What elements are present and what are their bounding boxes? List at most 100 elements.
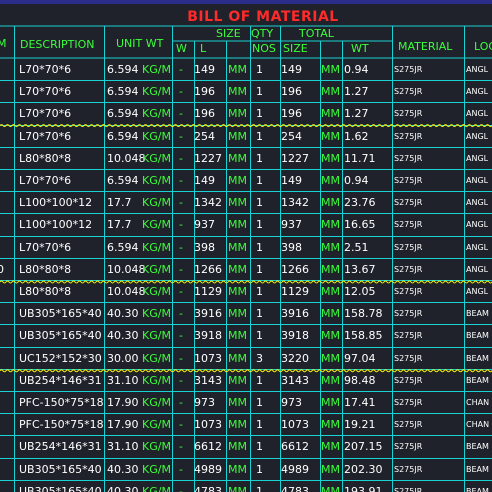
row-description: L80*80*8: [19, 152, 72, 165]
row-quantity: 1: [256, 329, 263, 342]
row-location: BEAM: [466, 487, 489, 492]
row-material: S275JR: [394, 87, 423, 96]
row-length-unit: MM: [228, 107, 247, 120]
row-quantity: 1: [256, 307, 263, 320]
row-length: 1073: [194, 352, 222, 365]
row-total-size: 3220: [281, 352, 309, 365]
row-length: 973: [194, 396, 215, 409]
row-description: L70*70*6: [19, 63, 72, 76]
row-quantity: 1: [256, 374, 263, 387]
row-location: BEAM: [466, 354, 489, 363]
row-length-unit: MM: [228, 352, 247, 365]
row-unit-weight: 40.30: [107, 463, 139, 476]
row-quantity: 1: [256, 463, 263, 476]
row-width: -: [179, 85, 183, 98]
row-total-size: 3916: [281, 307, 309, 320]
row-unit-label: KG/M: [142, 85, 171, 98]
row-total-size-unit: MM: [321, 241, 340, 254]
row-location: BEAM: [466, 376, 489, 385]
header-total-top: TOTAL: [299, 27, 334, 40]
row-unit-label: KG/M: [142, 307, 171, 320]
row-width: -: [179, 174, 183, 187]
row-length-unit: MM: [228, 485, 247, 492]
row-description: L70*70*6: [19, 241, 72, 254]
row-length: 937: [194, 218, 215, 231]
row-description: L70*70*6: [19, 85, 72, 98]
row-total-size-unit: MM: [321, 418, 340, 431]
row-location: ANGL: [466, 132, 489, 141]
row-description: UB305*165*40: [19, 329, 102, 342]
row-length-unit: MM: [228, 263, 247, 276]
row-unit-label: KG/M: [142, 130, 171, 143]
row-width: -: [179, 374, 183, 387]
row-unit-weight: 17.90: [107, 396, 139, 409]
row-length-unit: MM: [228, 130, 247, 143]
row-width: -: [179, 440, 183, 453]
row-material: S275JR: [394, 176, 423, 185]
row-material: S275JR: [394, 132, 423, 141]
row-width: -: [179, 352, 183, 365]
header-location-fragment: LOC: [474, 40, 492, 53]
row-length-unit: MM: [228, 152, 247, 165]
row-unit-label: KG/M: [142, 329, 171, 342]
header-size-l: L: [200, 42, 207, 55]
row-total-size: 196: [281, 107, 302, 120]
row-unit-weight: 40.30: [107, 307, 139, 320]
header-total-wt: WT: [351, 42, 369, 55]
row-location: ANGL: [466, 176, 489, 185]
row-total-size: 4783: [281, 485, 309, 492]
row-unit-weight: 17.7: [107, 196, 132, 209]
row-total-size: 398: [281, 241, 302, 254]
row-quantity: 1: [256, 440, 263, 453]
row-total-size-unit: MM: [321, 63, 340, 76]
row-length: 1227: [194, 152, 222, 165]
row-total-size: 973: [281, 396, 302, 409]
row-total-weight: 1.27: [344, 85, 369, 98]
revision-cloud-line: [0, 369, 492, 373]
row-quantity: 1: [256, 218, 263, 231]
row-description: L100*100*12: [19, 196, 93, 209]
row-total-size: 196: [281, 85, 302, 98]
row-location: BEAM: [466, 442, 489, 451]
row-quantity: 1: [256, 130, 263, 143]
row-unit-weight: 6.594: [107, 63, 139, 76]
row-material: S275JR: [394, 154, 423, 163]
row-total-size-unit: MM: [321, 307, 340, 320]
row-width: -: [179, 107, 183, 120]
row-quantity: 1: [256, 241, 263, 254]
row-location: ANGL: [466, 87, 489, 96]
header-size-w: W: [176, 42, 187, 55]
row-length: 4989: [194, 463, 222, 476]
row-quantity: 3: [256, 352, 263, 365]
row-total-weight: 207.15: [344, 440, 383, 453]
row-unit-label: KG/M: [142, 374, 171, 387]
row-total-size-unit: MM: [321, 352, 340, 365]
row-total-weight: 12.05: [344, 285, 376, 298]
row-quantity: 1: [256, 485, 263, 492]
row-unit-weight: 6.594: [107, 85, 139, 98]
row-location: ANGL: [466, 265, 489, 274]
header-nos: NOS: [252, 42, 276, 55]
row-description: UB305*165*40: [19, 463, 102, 476]
row-length: 3916: [194, 307, 222, 320]
row-unit-label: KG/M: [142, 352, 171, 365]
revision-cloud-line: [0, 280, 492, 284]
row-length: 1129: [194, 285, 222, 298]
row-width: -: [179, 241, 183, 254]
row-width: -: [179, 418, 183, 431]
row-quantity: 1: [256, 174, 263, 187]
row-description: UB305*165*40: [19, 485, 102, 492]
row-total-size-unit: MM: [321, 174, 340, 187]
row-length: 196: [194, 107, 215, 120]
row-location: BEAM: [466, 309, 489, 318]
row-total-size-unit: MM: [321, 285, 340, 298]
row-width: -: [179, 218, 183, 231]
row-length-unit: MM: [228, 196, 247, 209]
row-material: S275JR: [394, 442, 423, 451]
row-total-weight: 1.62: [344, 130, 369, 143]
row-total-size: 149: [281, 174, 302, 187]
row-unit-label: KG/M: [142, 440, 171, 453]
row-total-size-unit: MM: [321, 218, 340, 231]
row-material: S275JR: [394, 398, 423, 407]
row-length-unit: MM: [228, 63, 247, 76]
